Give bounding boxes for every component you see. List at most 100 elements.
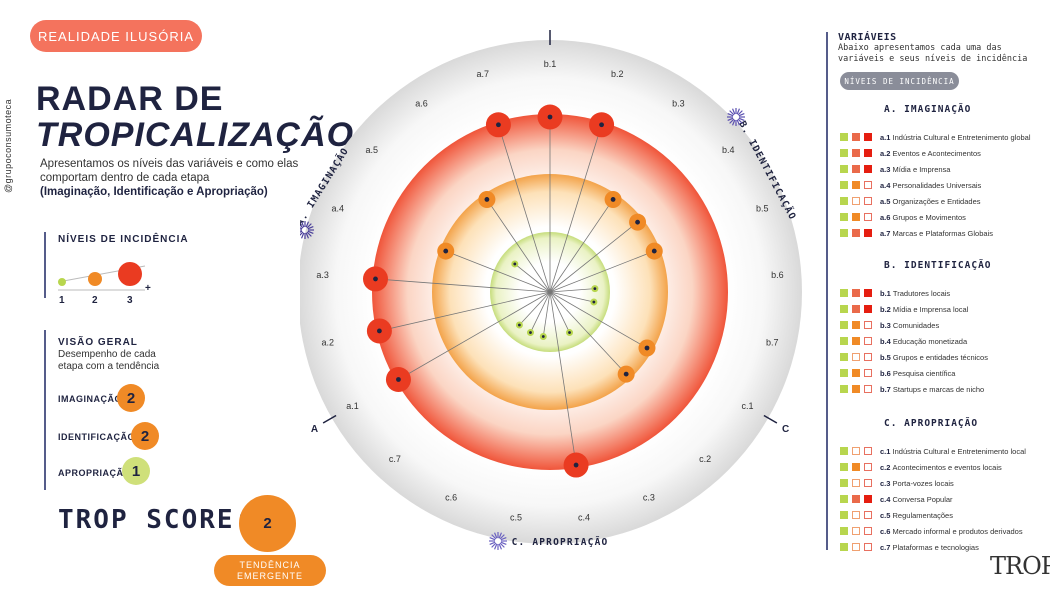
level-label-2: 2 [92, 295, 98, 306]
point-center-c-3 [568, 331, 571, 334]
tag-pill: REALIDADE ILUSÓRIA [30, 20, 202, 52]
level-square [852, 181, 860, 189]
overview-label-imaginacao: IMAGINAÇÃO [58, 394, 122, 404]
trop-score-value: 2 [239, 495, 296, 552]
spoke-a-2 [379, 291, 551, 332]
point-center-a-2 [376, 328, 382, 334]
levels-title: NÍVEIS DE INCIDÊNCIA [58, 234, 189, 245]
variable-text: c.5 Regulamentações [880, 510, 953, 520]
label-c-1: c.1 [741, 401, 753, 411]
variable-row-a-1: a.1 Indústria Cultural e Entretenimento … [840, 132, 1031, 142]
level-square [840, 165, 848, 173]
variables-title: VARIÁVEIS [838, 32, 897, 43]
level-square [864, 495, 872, 503]
section-title-1: A. IMAGINAÇÃO [884, 104, 972, 115]
variable-row-b-6: b.6 Pesquisa científica [840, 368, 955, 378]
label-c-4: c.4 [578, 512, 590, 522]
handle-vertical: @grupoconsumoteca [3, 99, 13, 193]
variable-text: b.5 Grupos e entidades técnicos [880, 352, 988, 362]
spoke-c-1 [549, 291, 648, 349]
spoke-b-7 [549, 291, 594, 303]
level-square [864, 527, 872, 535]
overview-desc: Desempenho de cada etapa com a tendência [58, 349, 160, 372]
level-square [864, 165, 872, 173]
label-a-6: a.6 [415, 99, 428, 109]
level-square [840, 543, 848, 551]
point-center-c-7 [517, 323, 521, 327]
variable-text: c.2 Acontecimentos e eventos locais [880, 462, 1002, 472]
variable-text: a.6 Grupos e Movimentos [880, 212, 966, 222]
level-square [864, 197, 872, 205]
trend-line2: EMERGENTE [236, 570, 303, 581]
variable-row-c-1: c.1 Indústria Cultural e Entretenimento … [840, 446, 1026, 456]
level-square [840, 181, 848, 189]
variable-row-c-4: c.4 Conversa Popular [840, 494, 953, 504]
level-square [852, 229, 860, 237]
overview-label-identificacao: IDENTIFICAÇÃO [58, 432, 135, 442]
level-square [840, 289, 848, 297]
label-c-5: c.5 [510, 512, 522, 522]
handle-text: @grupoconsumoteca [3, 99, 13, 193]
section-title-2: B. IDENTIFICAÇÃO [884, 260, 992, 271]
variable-row-c-3: c.3 Porta-vozes locais [840, 478, 954, 488]
level-square [840, 305, 848, 313]
variable-row-a-2: a.2 Eventos e Acontecimentos [840, 148, 981, 158]
point-center-b-2 [599, 122, 604, 128]
level-square [864, 463, 872, 471]
level-square [852, 543, 860, 551]
spoke-c-3 [549, 291, 570, 333]
level-square [852, 197, 860, 205]
label-c-6: c.6 [445, 492, 457, 502]
point-center-b-5 [651, 248, 657, 254]
axis-tick-C [763, 414, 778, 424]
variable-row-b-2: b.2 Mídia e Imprensa local [840, 304, 968, 314]
stage-label-3: C. APROPRIAÇÃO [512, 537, 609, 548]
level-square [840, 447, 848, 455]
label-c-2: c.2 [699, 454, 711, 464]
level-square [852, 133, 860, 141]
level-1-dot [58, 278, 66, 286]
label-b-4: b.4 [722, 145, 735, 155]
overview-value-apropriacao: 1 [122, 457, 150, 485]
spoke-b-2 [549, 124, 602, 293]
variable-row-c-7: c.7 Plataformas e tecnologias [840, 542, 979, 552]
spoke-b-6 [549, 288, 595, 293]
trop-logo: TROP [990, 552, 1050, 580]
level-square [864, 305, 872, 313]
point-center-b-6 [593, 287, 597, 291]
level-square [852, 527, 860, 535]
title-line2: TROPICALIZAÇÃO [36, 116, 355, 154]
variable-text: b.7 Startups e marcas de nicho [880, 384, 985, 394]
intro-body: Apresentamos os níveis das variáveis e c… [40, 158, 299, 184]
level-square [852, 305, 860, 313]
variable-row-c-5: c.5 Regulamentações [840, 510, 953, 520]
label-a-7: a.7 [477, 69, 490, 79]
level-square [864, 289, 872, 297]
level-square [852, 165, 860, 173]
level-square [852, 511, 860, 519]
variable-row-b-1: b.1 Tradutores locais [840, 288, 950, 298]
level-square [864, 543, 872, 551]
variable-row-b-7: b.7 Startups e marcas de nicho [840, 384, 984, 394]
level-square [852, 289, 860, 297]
svg-text:C. APROPRIAÇÃO: C. APROPRIAÇÃO [512, 537, 609, 548]
variable-row-a-7: a.7 Marcas e Plataformas Globais [840, 228, 993, 238]
level-square [852, 149, 860, 157]
overview-label-apropriacao: APROPRIAÇÃO [58, 468, 132, 478]
axis-tick-A [322, 414, 337, 424]
variable-row-c-2: c.2 Acontecimentos e eventos locais [840, 462, 1002, 472]
label-b-3: b.3 [672, 99, 685, 109]
variable-text: c.4 Conversa Popular [880, 494, 953, 504]
variable-text: a.2 Eventos e Acontecimentos [880, 148, 981, 158]
level-square [852, 447, 860, 455]
variable-text: c.7 Plataformas e tecnologias [880, 542, 979, 552]
point-center-a-3 [373, 276, 378, 282]
spoke-a-4 [445, 250, 551, 293]
level-square [864, 447, 872, 455]
level-square [864, 181, 872, 189]
level-square [864, 353, 872, 361]
level-square [840, 149, 848, 157]
level-square [840, 229, 848, 237]
spoke-a-5 [514, 263, 551, 293]
level-square [840, 385, 848, 393]
